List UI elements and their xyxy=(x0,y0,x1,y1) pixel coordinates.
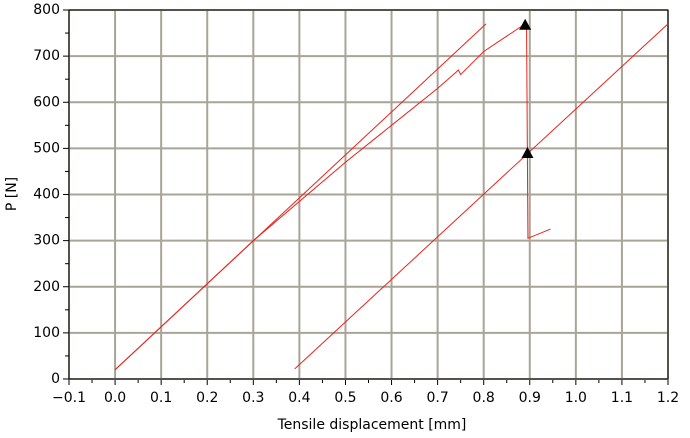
y-tick-label: 300 xyxy=(33,233,60,249)
x-tick-label: 1.0 xyxy=(565,390,587,406)
y-axis-label: P [N] xyxy=(4,177,20,211)
data-line xyxy=(114,23,551,371)
y-tick-label: 700 xyxy=(33,48,60,64)
x-tick-label: 1.1 xyxy=(611,390,633,406)
y-tick-label: 0 xyxy=(51,371,60,387)
y-tick-label: 400 xyxy=(33,187,60,203)
x-tick-label: −0.1 xyxy=(52,390,86,406)
x-tick-label: 0.3 xyxy=(242,390,264,406)
plot-frame xyxy=(68,9,669,380)
marker xyxy=(519,18,532,30)
x-tick-label: 0.6 xyxy=(380,390,402,406)
x-tick-label: 0.0 xyxy=(104,390,126,406)
x-tick-label: 0.8 xyxy=(473,390,495,406)
x-tick-label: 1.2 xyxy=(657,390,679,406)
x-tick-label: 0.5 xyxy=(334,390,356,406)
x-tick-label: 0.1 xyxy=(150,390,172,406)
y-tick-label: 200 xyxy=(33,279,60,295)
marker xyxy=(521,146,534,158)
x-tick-label: 0.4 xyxy=(288,390,310,406)
y-tick-label: 800 xyxy=(33,2,60,18)
y-tick-label: 500 xyxy=(33,140,60,156)
y-tick-label: 600 xyxy=(33,94,60,110)
x-tick-label: 0.2 xyxy=(196,390,218,406)
data-line xyxy=(294,23,669,370)
x-tick-label: 0.7 xyxy=(426,390,448,406)
y-tick-label: 100 xyxy=(33,325,60,341)
x-axis-label: Tensile displacement [mm] xyxy=(277,417,467,433)
x-tick-label: 0.9 xyxy=(519,390,541,406)
